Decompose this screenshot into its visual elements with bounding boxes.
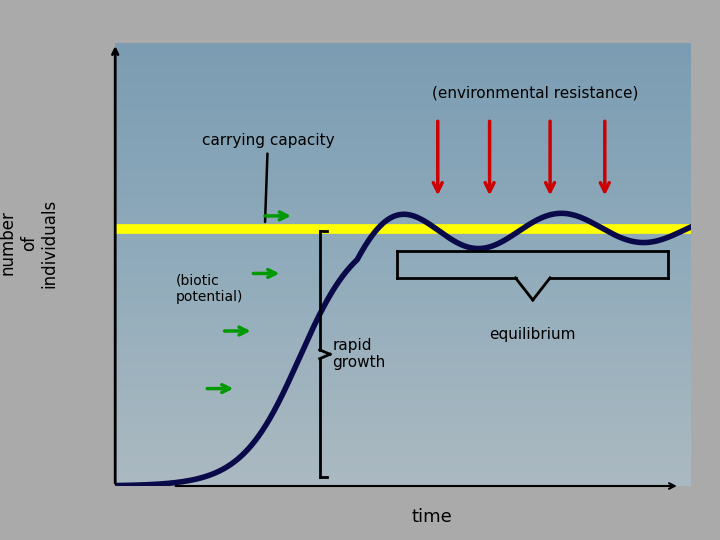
Text: (environmental resistance): (environmental resistance)	[433, 86, 639, 101]
Text: rapid
growth: rapid growth	[333, 338, 386, 370]
Text: (biotic
potential): (biotic potential)	[176, 273, 243, 303]
Text: time: time	[412, 508, 452, 526]
Text: carrying capacity: carrying capacity	[202, 133, 334, 222]
Text: equilibrium: equilibrium	[490, 327, 576, 342]
Text: number
of
individuals: number of individuals	[0, 198, 58, 288]
